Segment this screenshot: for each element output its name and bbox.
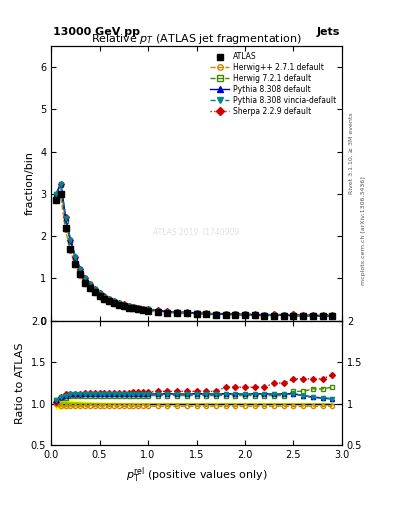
Y-axis label: fraction/bin: fraction/bin <box>24 152 35 216</box>
Text: mcplots.cern.ch [arXiv:1306.3436]: mcplots.cern.ch [arXiv:1306.3436] <box>361 176 366 285</box>
Title: Relative $p_T$ (ATLAS jet fragmentation): Relative $p_T$ (ATLAS jet fragmentation) <box>91 32 302 46</box>
Legend: ATLAS, Herwig++ 2.7.1 default, Herwig 7.2.1 default, Pythia 8.308 default, Pythi: ATLAS, Herwig++ 2.7.1 default, Herwig 7.… <box>208 50 338 118</box>
Text: 13000 GeV pp: 13000 GeV pp <box>53 27 140 37</box>
Text: Jets: Jets <box>317 27 340 37</box>
X-axis label: $p_{\rm T}^{\rm rel}$ (positive values only): $p_{\rm T}^{\rm rel}$ (positive values o… <box>126 466 267 485</box>
Text: ATLAS 2019  I1740909: ATLAS 2019 I1740909 <box>153 228 240 237</box>
Text: Rivet 3.1.10, ≥ 3M events: Rivet 3.1.10, ≥ 3M events <box>349 113 354 195</box>
Y-axis label: Ratio to ATLAS: Ratio to ATLAS <box>15 343 25 424</box>
